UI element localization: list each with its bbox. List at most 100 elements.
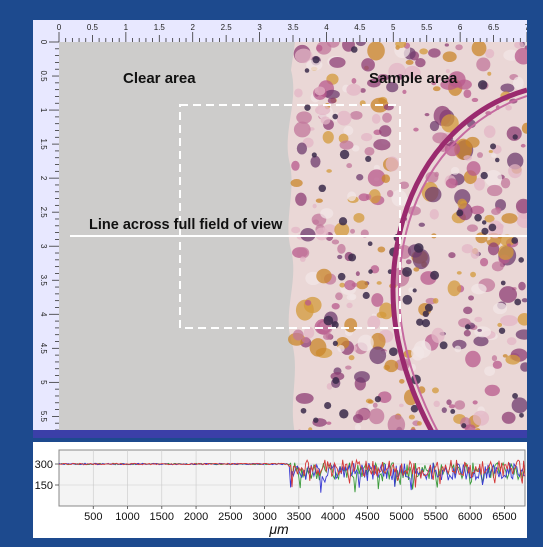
tissue-cell xyxy=(372,402,378,408)
tissue-cell xyxy=(368,408,385,425)
tissue-cell xyxy=(346,163,353,169)
cell-nucleus xyxy=(304,104,311,111)
tissue-cell xyxy=(477,328,482,332)
tissue-cell xyxy=(463,306,473,315)
image-bottom-bar xyxy=(33,430,527,438)
intensity-profile-chart: 500 1000 1500 2000 2500 3000 3500 4000 4500 5000 5… xyxy=(35,449,526,537)
tissue-cell xyxy=(326,383,333,390)
tissue-cell xyxy=(514,42,524,49)
tissue-cell xyxy=(331,239,340,245)
left-ruler-label: 0.5 xyxy=(39,70,48,82)
tissue-cell xyxy=(367,399,374,404)
cell-nucleus xyxy=(461,423,467,429)
tissue-cell xyxy=(337,344,345,353)
tissue-cell xyxy=(505,104,512,111)
tissue-cell xyxy=(454,400,466,410)
tissue-cell xyxy=(411,346,425,361)
cell-nucleus xyxy=(362,291,370,300)
line-label: Line across full field of view xyxy=(89,217,283,233)
cell-nucleus xyxy=(512,134,518,140)
tissue-cell xyxy=(315,198,323,203)
x-axis-label: μm xyxy=(268,521,289,537)
tissue-cell xyxy=(445,68,450,74)
tissue-cell xyxy=(343,125,354,136)
tissue-cell xyxy=(450,166,460,175)
tissue-cell xyxy=(479,257,489,267)
tissue-cell xyxy=(350,110,363,120)
cell-nucleus xyxy=(367,241,373,247)
tissue-cell xyxy=(337,243,346,254)
tissue-cell xyxy=(484,169,503,187)
tissue-cell xyxy=(294,88,303,98)
cell-nucleus xyxy=(511,237,519,244)
left-ruler-label: 0 xyxy=(39,40,48,45)
tissue-cell xyxy=(356,174,364,181)
tissue-cell xyxy=(434,171,439,178)
tissue-cell xyxy=(499,286,517,303)
tissue-cell xyxy=(386,81,399,93)
tissue-cell xyxy=(405,259,412,265)
tissue-cell xyxy=(506,126,522,141)
x-tick-label: 6500 xyxy=(492,511,516,523)
tissue-cell xyxy=(295,192,307,206)
tissue-cell xyxy=(395,42,407,49)
tissue-cell xyxy=(475,232,488,244)
top-ruler-label: 2 xyxy=(190,23,195,32)
top-ruler-label: 6 xyxy=(458,23,463,32)
tissue-cell xyxy=(492,302,508,315)
tissue-cell xyxy=(419,48,428,55)
tissue-cell xyxy=(497,244,514,260)
tissue-cell xyxy=(461,243,474,254)
left-ruler-ticks: 0 0.5 1 1.5 2 2.5 3 3.5 4 4.5 5 5.5 xyxy=(39,40,59,431)
tissue-cell xyxy=(473,336,489,347)
cell-nucleus xyxy=(300,407,307,414)
tissue-cell xyxy=(376,281,382,285)
tissue-cell xyxy=(476,57,491,72)
tissue-cell xyxy=(300,228,316,242)
tissue-cell xyxy=(303,326,315,339)
cell-nucleus xyxy=(313,417,319,423)
y-tick-label: 300 xyxy=(35,459,53,471)
tissue-cell xyxy=(322,130,334,144)
tissue-cell xyxy=(515,329,527,340)
top-ruler-label: 4.5 xyxy=(354,23,366,32)
tissue-cell xyxy=(491,208,501,215)
capsule-membrane xyxy=(390,87,527,434)
left-ruler-label: 4 xyxy=(39,312,48,317)
cell-nucleus xyxy=(312,56,320,64)
tissue-cell xyxy=(356,280,369,290)
left-ruler-label: 5.5 xyxy=(39,411,48,423)
tissue-cell xyxy=(502,354,508,358)
tissue-cell xyxy=(399,403,404,408)
tissue-cell xyxy=(368,189,381,204)
cell-nucleus xyxy=(421,318,431,328)
x-tick-label: 1500 xyxy=(150,511,174,523)
tissue-cell xyxy=(350,228,355,234)
cell-nucleus xyxy=(323,315,334,326)
cell-nucleus xyxy=(512,392,518,399)
tissue-cell xyxy=(432,297,439,304)
tissue-cell xyxy=(446,399,452,406)
tissue-cell xyxy=(506,243,512,247)
tissue-cell xyxy=(424,186,442,203)
tissue-cell xyxy=(464,424,476,432)
micrograph-view: Clear area Sample area Line across full … xyxy=(33,20,530,438)
tissue-cell xyxy=(379,125,392,137)
cell-nucleus xyxy=(331,321,339,329)
cell-nucleus xyxy=(402,294,413,305)
tissue-cell xyxy=(441,407,447,414)
tissue-cell xyxy=(501,411,516,424)
cell-nucleus xyxy=(402,266,412,277)
tissue-cell xyxy=(470,205,485,215)
top-ruler-label: 5 xyxy=(391,23,396,32)
cell-nucleus xyxy=(422,310,429,318)
roi-dashed-box[interactable] xyxy=(179,104,401,329)
cell-nucleus xyxy=(498,327,506,334)
tissue-cell xyxy=(444,43,449,47)
tissue-cell xyxy=(373,139,391,151)
tissue-cell xyxy=(416,421,422,426)
tissue-cell xyxy=(301,336,310,344)
tissue-cell xyxy=(361,133,373,142)
tissue-cell xyxy=(484,214,495,223)
tissue-cell xyxy=(468,295,475,301)
